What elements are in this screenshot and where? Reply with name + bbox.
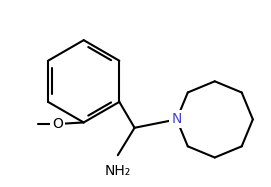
Text: NH₂: NH₂: [105, 164, 131, 178]
Text: N: N: [172, 112, 182, 126]
Text: O: O: [52, 117, 63, 131]
